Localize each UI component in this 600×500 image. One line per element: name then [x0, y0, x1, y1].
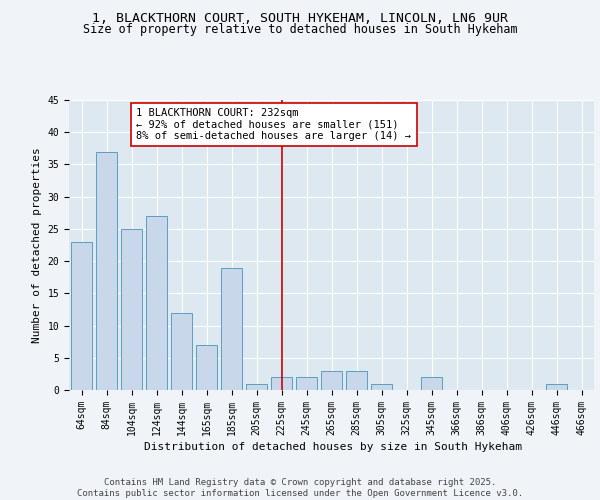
- Text: 1, BLACKTHORN COURT, SOUTH HYKEHAM, LINCOLN, LN6 9UR: 1, BLACKTHORN COURT, SOUTH HYKEHAM, LINC…: [92, 12, 508, 26]
- Bar: [296, 377, 317, 390]
- Y-axis label: Number of detached properties: Number of detached properties: [32, 147, 42, 343]
- Bar: [221, 268, 242, 390]
- Text: Distribution of detached houses by size in South Hykeham: Distribution of detached houses by size …: [144, 442, 522, 452]
- Bar: [271, 377, 292, 390]
- Bar: [546, 384, 567, 390]
- Bar: [96, 152, 117, 390]
- Bar: [121, 229, 142, 390]
- Text: 1 BLACKTHORN COURT: 232sqm
← 92% of detached houses are smaller (151)
8% of semi: 1 BLACKTHORN COURT: 232sqm ← 92% of deta…: [137, 108, 412, 141]
- Text: Size of property relative to detached houses in South Hykeham: Size of property relative to detached ho…: [83, 22, 517, 36]
- Bar: [171, 312, 192, 390]
- Bar: [146, 216, 167, 390]
- Bar: [321, 370, 342, 390]
- Bar: [246, 384, 267, 390]
- Bar: [71, 242, 92, 390]
- Bar: [196, 345, 217, 390]
- Bar: [421, 377, 442, 390]
- Text: Contains HM Land Registry data © Crown copyright and database right 2025.
Contai: Contains HM Land Registry data © Crown c…: [77, 478, 523, 498]
- Bar: [371, 384, 392, 390]
- Bar: [346, 370, 367, 390]
